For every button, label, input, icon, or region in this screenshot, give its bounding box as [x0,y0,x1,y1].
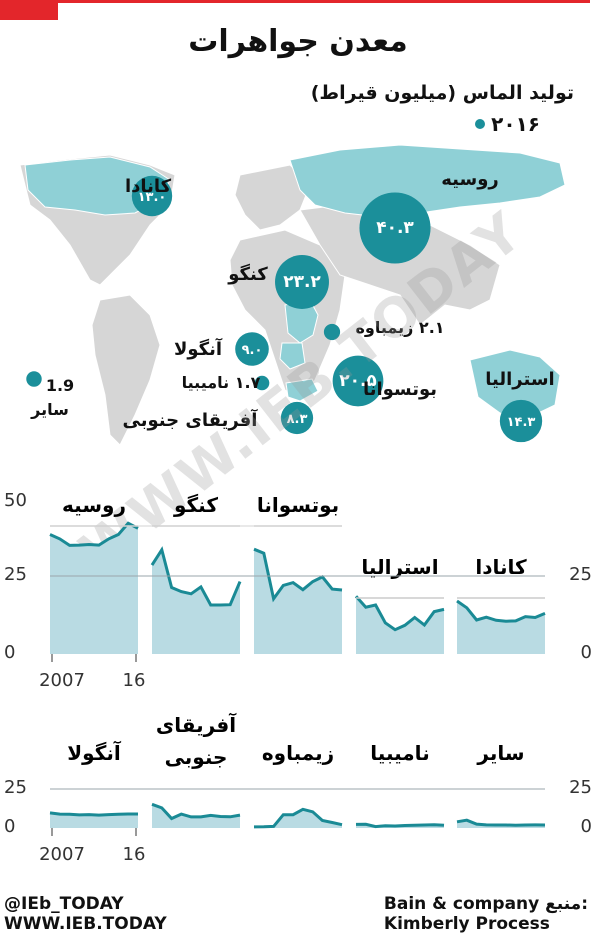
x-tick-row1-end: 16 [123,670,146,691]
panel-label-australia: استرالیا [361,555,438,579]
footer-left: @IEb_TODAY WWW.IEB.TODAY [4,894,167,934]
y-tick-left-row1-50: 50 [4,490,27,511]
area-south_africa [152,804,240,828]
bubble-angola [235,332,269,366]
panel-label-namibia: نامیبیا [370,741,429,765]
angola-shape [279,342,306,370]
footer-handle: @IEb_TODAY [4,894,124,914]
line-namibia [355,822,445,829]
russia-shape [289,144,566,218]
source-2: Kimberly Process [383,914,550,934]
bubble-label-canada: کانادا [125,176,172,197]
bubble-namibia [254,375,270,391]
area-zimbabwe [254,809,342,828]
y-tick-left-row1-25: 25 [4,564,27,585]
bubble-label-angola: آنگولا [174,337,223,360]
line-angola [49,811,138,817]
panel-label-botswana: بوتسوانا [257,493,339,517]
y-tick-left-row2-0: 0 [4,816,15,837]
page-title: معدن جواهرات [188,24,408,59]
australia-shape [469,349,561,418]
bubble-label-congo: کنگو [227,263,268,285]
small-multiples-chart: روسیه کنگو بوتسوانا استرالیا کانادا 50 25 0 25 0 2… [4,490,592,865]
bubble-australia [499,399,543,443]
y-tick-left-row1-0: 0 [4,642,15,663]
footer-website: WWW.IEB.TODAY [4,914,167,934]
map-legend: ۲۰۱۶ [475,112,540,136]
source-1: Bain & company [383,894,540,914]
bubble-value-south_africa: ۸.۳ [287,412,308,427]
panel-label-zimbabwe: زیمباوه [262,741,334,765]
footer-right: Bain & company منبع: Kimberly Process [384,894,588,934]
y-tick-right-row1-25: 25 [569,564,592,585]
panel-label-canada: کانادا [475,555,527,579]
bubble-label-south_africa: آفریقای جنوبی [123,408,259,431]
accent-bar [0,0,58,20]
bubble-label-botswana: بوتسوانا [363,379,437,400]
bubble-value-canada: ۱۳.۰ [138,190,167,205]
legend-dot-icon [475,119,486,129]
line-canada [456,599,546,623]
top-rule [58,0,590,3]
panel-label-south_africa-2: جنوبی [165,745,228,769]
panel-label-south_africa-1: آفریقای [156,712,237,737]
bubble-value-russia: ۴۰.۳ [376,218,414,238]
south-america-shape [91,294,161,446]
panel-label-other: سایر [476,741,524,765]
bubble-value-other: 1.9 [46,376,74,395]
bubble-label-zimbabwe: ۲.۱ زیمباوه [355,318,444,337]
bubble-value-botswana: ۲۰.۵ [339,371,377,391]
panel-label-russia: روسیه [62,493,126,517]
area-angola [50,812,138,828]
line-australia [354,595,445,632]
bubble-value-australia: ۱۴.۳ [507,415,536,430]
y-tick-right-row2-25: 25 [569,777,592,798]
legend-year: ۲۰۱۶ [491,112,540,136]
line-congo [150,546,242,607]
x-tick-row2-end: 16 [123,844,146,865]
line-other [456,818,546,827]
y-tick-left-row2-25: 25 [4,777,27,798]
area-botswana [254,549,342,654]
line-russia [49,521,139,547]
map-subtitle: تولید الماس (میلیون قیراط) [310,82,574,104]
y-tick-right-row2-0: 0 [581,816,592,837]
y-tick-right-row1-0: 0 [581,642,592,663]
area-congo [152,549,240,654]
source-label: منبع: [545,894,588,914]
line-zimbabwe [253,807,343,829]
bubble-zimbabwe [323,323,341,341]
bubble-value-congo: ۲۳.۲ [283,272,321,292]
panel-label-congo: کنگو [173,493,218,517]
panel-label-angola: آنگولا [67,740,122,765]
bubble-label-russia: روسیه [441,169,499,190]
bubble-value-angola: ۹.۰ [242,343,263,358]
bubble-label-other: سایر [30,400,69,419]
bubble-russia [359,192,431,264]
x-tick-row1-start: 2007 [39,670,85,691]
bubble-botswana [332,355,384,407]
south-africa-shape [285,378,319,402]
area-canada [457,601,545,654]
bubble-congo [275,255,329,309]
bubble-other [26,371,42,387]
bubble-canada [131,175,173,217]
bubble-label-namibia: ۱.۷ نامیبیا [182,373,261,392]
line-south_africa [151,802,241,821]
bubble-south_africa [280,401,314,435]
bubble-label-australia: استرالیا [485,369,554,390]
area-russia [50,523,138,654]
x-tick-row2-start: 2007 [39,844,85,865]
